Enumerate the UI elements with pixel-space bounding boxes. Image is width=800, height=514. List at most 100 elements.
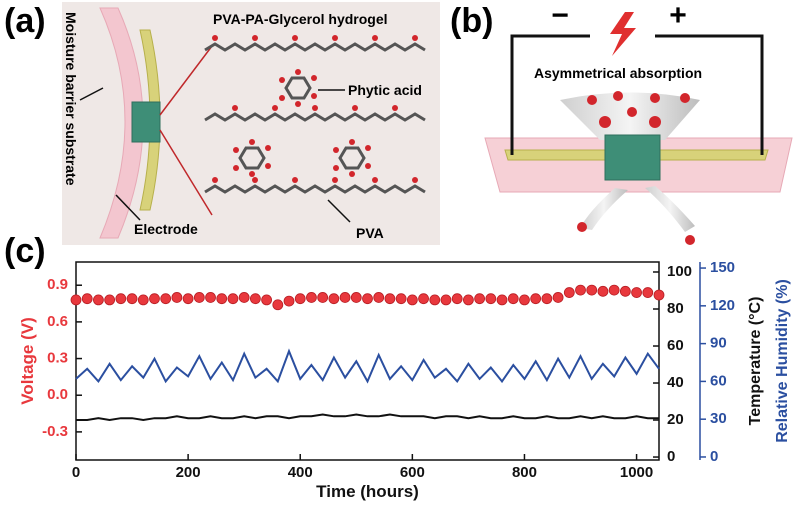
voltage-marker: [350, 292, 362, 303]
panel-label: (b): [450, 2, 493, 40]
voltage-marker: [608, 284, 620, 296]
voltage-marker: [451, 293, 463, 305]
x-tick-label: 800: [512, 464, 537, 481]
voltage-marker: [631, 287, 642, 298]
voltage-marker: [171, 292, 183, 303]
y3-tick-label: 90: [710, 335, 727, 352]
voltage-marker: [530, 293, 542, 305]
voltage-marker: [440, 294, 452, 306]
voltage-marker: [306, 292, 317, 303]
y3-axis-label: Relative Humidity (%): [774, 279, 791, 443]
voltage-marker: [619, 285, 631, 297]
hydrogel-block: [604, 134, 661, 181]
substrate: [99, 7, 144, 239]
series-line: [76, 413, 659, 422]
voltage-marker: [642, 287, 654, 298]
panel-b: (b) − + Asymmetrical absorption: [450, 0, 793, 245]
y2-tick-label: 20: [667, 411, 684, 428]
voltage-marker: [429, 294, 441, 306]
voltage-marker: [81, 293, 93, 305]
panel-a: (a) PVA-PA-Glycerol hydrogel Phytic acid…: [4, 2, 440, 245]
x-tick-label: 1000: [620, 464, 653, 481]
voltage-marker: [249, 293, 261, 305]
y3-tick-label: 30: [710, 410, 727, 427]
chain: [204, 112, 426, 122]
voltage-marker: [653, 289, 665, 301]
voltage-marker: [70, 294, 82, 306]
zoom-line: [159, 45, 213, 116]
panel-label: (c): [4, 232, 46, 270]
y2-tick-label: 80: [667, 300, 684, 317]
series-line: [75, 348, 660, 384]
voltage-marker: [317, 292, 329, 303]
chain: [204, 42, 426, 52]
voltage-marker: [406, 294, 418, 306]
x-tick-label: 200: [176, 464, 201, 481]
voltage-marker: [519, 294, 530, 306]
lightning-icon: [610, 12, 636, 56]
panel-c: (c) 0 200 400 600 800 1000-0.30.00.30.60.9020…: [4, 232, 791, 501]
voltage-marker: [115, 293, 127, 305]
voltage-marker: [474, 293, 486, 305]
y3-tick-label: 120: [710, 297, 735, 314]
voltage-marker: [137, 294, 149, 306]
voltage-marker: [205, 292, 216, 303]
x-tick-label: 0: [72, 464, 80, 481]
y2-axis-label: Temperature (°C): [747, 297, 764, 426]
caption: Asymmetrical absorption: [534, 65, 702, 81]
release-stream: [645, 186, 695, 232]
voltage-marker: [160, 293, 172, 305]
plot-frame: [75, 261, 660, 461]
y2-tick-label: 60: [667, 337, 684, 354]
chain: [204, 184, 426, 194]
voltage-marker: [418, 293, 429, 305]
voltage-marker: [294, 293, 306, 305]
pointer-arrows: [79, 87, 351, 223]
voltage-marker: [362, 293, 373, 305]
voltage-marker: [597, 285, 609, 297]
zoom-line: [159, 129, 213, 216]
voltage-marker: [227, 293, 239, 305]
plus-sign: +: [669, 0, 687, 32]
voltage-marker: [463, 294, 474, 306]
y-tick-label: 0.0: [47, 386, 68, 403]
y-tick-label: 0.9: [47, 276, 68, 293]
voltage-marker: [507, 293, 519, 305]
voltage-marker: [563, 287, 575, 298]
phytic-acid-label: Phytic acid: [348, 82, 422, 98]
x-tick-label: 400: [288, 464, 313, 481]
voltage-marker: [496, 294, 508, 306]
release-stream: [580, 188, 628, 230]
y-tick-label: 0.3: [47, 350, 68, 367]
electrode-label: Electrode: [134, 221, 198, 237]
pva-label: PVA: [356, 225, 384, 241]
hydrogel-title: PVA-PA-Glycerol hydrogel: [213, 11, 388, 27]
y3-tick-label: 0: [710, 448, 718, 465]
pva-chains: [204, 42, 426, 194]
y-tick-label: 0.6: [47, 313, 68, 330]
voltage-marker: [586, 284, 598, 296]
oxygen-atoms: [212, 35, 418, 183]
voltage-marker: [182, 293, 194, 305]
minus-sign: −: [551, 0, 569, 32]
panel-label: (a): [4, 2, 46, 40]
voltage-marker: [104, 294, 116, 306]
voltage-marker: [541, 293, 553, 305]
voltage-marker: [283, 295, 295, 307]
voltage-marker: [238, 292, 250, 303]
voltage-marker: [261, 294, 272, 306]
y3-tick-label: 60: [710, 372, 727, 389]
y3-tick-label: 150: [710, 259, 735, 276]
voltage-marker: [552, 292, 564, 303]
substrate-label: Moisture barrier substrate: [63, 12, 79, 186]
voltage-marker: [328, 293, 340, 305]
voltage-marker: [93, 294, 104, 306]
hydrogel-block: [131, 101, 161, 143]
wire: [510, 34, 590, 155]
voltage-marker: [272, 299, 284, 311]
voltage-marker: [384, 293, 396, 305]
voltage-marker: [126, 293, 138, 305]
voltage-marker: [216, 293, 228, 305]
y-tick-label: -0.3: [42, 423, 68, 440]
